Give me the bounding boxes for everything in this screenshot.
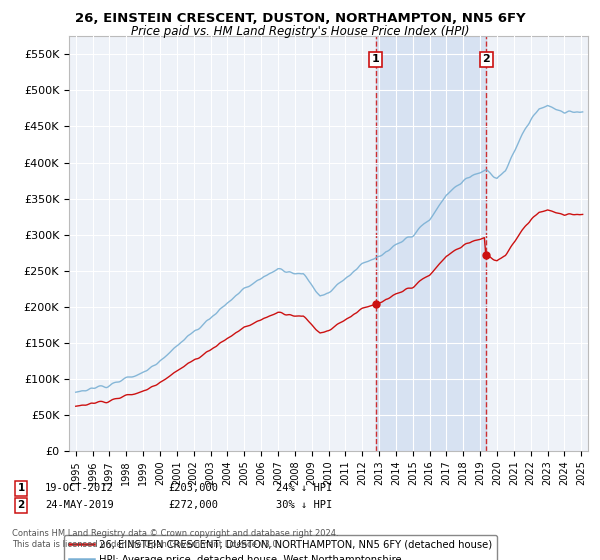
Text: 2: 2 bbox=[482, 54, 490, 64]
Text: 1: 1 bbox=[371, 54, 379, 64]
Legend: 26, EINSTEIN CRESCENT, DUSTON, NORTHAMPTON, NN5 6FY (detached house), HPI: Avera: 26, EINSTEIN CRESCENT, DUSTON, NORTHAMPT… bbox=[64, 535, 497, 560]
Text: Contains HM Land Registry data © Crown copyright and database right 2024.
This d: Contains HM Land Registry data © Crown c… bbox=[12, 529, 338, 549]
Text: Price paid vs. HM Land Registry's House Price Index (HPI): Price paid vs. HM Land Registry's House … bbox=[131, 25, 469, 38]
Text: 1: 1 bbox=[17, 483, 25, 493]
Text: 24% ↓ HPI: 24% ↓ HPI bbox=[276, 483, 332, 493]
Text: 24-MAY-2019: 24-MAY-2019 bbox=[45, 500, 114, 510]
Bar bbox=[376, 36, 487, 451]
Text: £203,000: £203,000 bbox=[168, 483, 218, 493]
Text: 19-OCT-2012: 19-OCT-2012 bbox=[45, 483, 114, 493]
Text: £272,000: £272,000 bbox=[168, 500, 218, 510]
Text: 30% ↓ HPI: 30% ↓ HPI bbox=[276, 500, 332, 510]
Text: 2: 2 bbox=[17, 500, 25, 510]
Text: 26, EINSTEIN CRESCENT, DUSTON, NORTHAMPTON, NN5 6FY: 26, EINSTEIN CRESCENT, DUSTON, NORTHAMPT… bbox=[74, 12, 526, 25]
